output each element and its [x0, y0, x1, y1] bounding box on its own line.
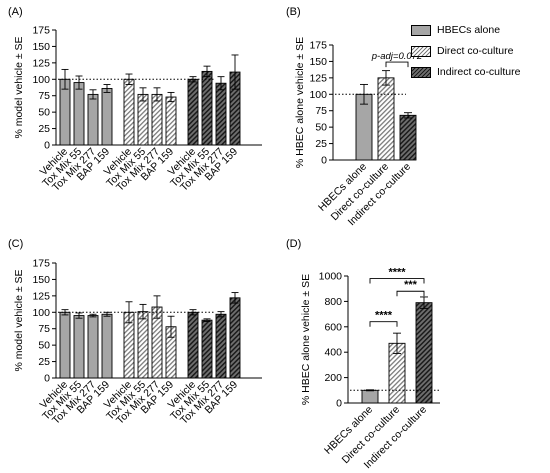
y-tick-label: 125 — [32, 57, 50, 69]
y-axis-label: % HBEC alone vehicle ± SE — [300, 274, 312, 405]
bar — [215, 82, 227, 146]
bar — [123, 78, 135, 146]
y-tick-label: 150 — [309, 56, 327, 68]
y-axis-label: % model vehicle ± SE — [13, 36, 25, 138]
y-tick-label: 0 — [44, 373, 50, 385]
panel-label-a: (A) — [8, 6, 23, 18]
y-tick-label: 50 — [38, 107, 50, 119]
bar — [73, 315, 85, 379]
y-tick-label: 100 — [32, 307, 50, 319]
significance-bracket — [396, 290, 425, 297]
legend-item-direct-co-culture: Direct co-culture — [411, 44, 520, 58]
y-tick-label: 75 — [38, 90, 50, 102]
y-tick-label: 1000 — [319, 271, 343, 283]
y-tick-label: 175 — [309, 40, 327, 52]
bar — [101, 313, 113, 379]
bar — [165, 96, 177, 146]
legend: HBECs alone Direct co-culture Indirect c… — [411, 23, 520, 86]
y-tick-label: 75 — [315, 105, 327, 117]
y-tick-label: 125 — [309, 72, 327, 84]
legend-swatch-dark-hatch — [411, 66, 431, 78]
y-tick-label: 0 — [321, 155, 327, 167]
bar — [415, 302, 433, 404]
y-tick-label: 175 — [32, 258, 50, 270]
y-tick-label: 25 — [38, 123, 50, 135]
significance-label: p-adj=0.072 — [371, 51, 423, 62]
legend-label: HBECs alone — [437, 24, 501, 36]
bar — [201, 70, 213, 146]
bar — [229, 297, 241, 379]
y-tick-label: 600 — [324, 321, 342, 333]
y-tick-label: 25 — [315, 138, 327, 150]
bar — [399, 114, 417, 161]
y-tick-label: 0 — [336, 398, 342, 410]
chart-panel-b: 0 25 50 75 100 125 150 175% HBEC alone vehicle … — [294, 37, 423, 228]
chart-panel-d: 0 200 400 600 800 1000 % HBEC alone vehicle ± … — [300, 267, 440, 471]
y-tick-label: 75 — [38, 323, 50, 335]
panel-label-d: (D) — [286, 238, 302, 250]
y-tick-label: 150 — [32, 41, 50, 53]
bar — [101, 88, 113, 146]
bar — [215, 313, 227, 379]
bar — [361, 389, 379, 404]
significance-bracket — [369, 278, 425, 284]
bar — [87, 315, 99, 379]
bar — [59, 311, 71, 379]
y-tick-label: 200 — [324, 372, 342, 384]
legend-item-hbecs-alone: HBECs alone — [411, 23, 520, 37]
y-tick-label: 175 — [32, 25, 50, 37]
y-tick-label: 0 — [44, 140, 50, 152]
y-tick-label: 50 — [38, 340, 50, 352]
significance-bracket — [385, 61, 409, 68]
y-tick-label: 100 — [32, 74, 50, 86]
bar — [377, 77, 395, 161]
significance-label: *** — [404, 279, 418, 291]
legend-swatch-plain — [411, 24, 431, 36]
y-tick-label: 800 — [324, 296, 342, 308]
significance-bracket — [369, 321, 398, 327]
legend-item-indirect-co-culture: Indirect co-culture — [411, 65, 520, 79]
significance-label: **** — [388, 267, 406, 279]
bar — [87, 93, 99, 146]
y-axis-label: % model vehicle ± SE — [13, 269, 25, 371]
legend-label: Direct co-culture — [437, 45, 514, 57]
y-tick-label: 100 — [309, 89, 327, 101]
bar — [151, 93, 163, 146]
bar — [73, 82, 85, 146]
bar — [137, 93, 149, 146]
panel-label-c: (C) — [8, 238, 24, 250]
legend-swatch-light-hatch — [411, 45, 431, 57]
legend-label: Indirect co-culture — [437, 66, 521, 78]
bar — [187, 311, 199, 379]
bar — [137, 311, 149, 379]
bar — [201, 319, 213, 379]
y-tick-label: 50 — [315, 122, 327, 134]
y-tick-label: 25 — [38, 356, 50, 368]
y-tick-label: 150 — [32, 274, 50, 286]
y-tick-label: 400 — [324, 347, 342, 359]
y-axis-label: % HBEC alone vehicle ± SE — [294, 37, 306, 168]
significance-label: **** — [375, 310, 393, 322]
y-tick-label: 125 — [32, 290, 50, 302]
bar — [187, 78, 199, 146]
panel-label-b: (B) — [286, 6, 301, 18]
